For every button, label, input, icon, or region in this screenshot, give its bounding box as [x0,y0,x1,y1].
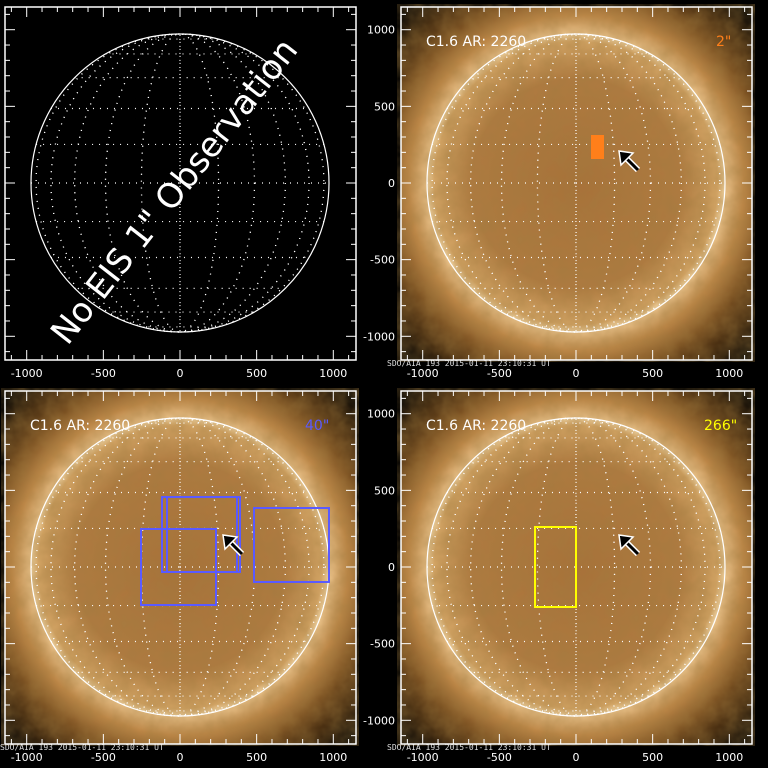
arrow-icon [618,534,641,557]
y-tick-label: 0 [388,561,395,574]
heliographic-grid [426,417,726,717]
x-tick-label: 500 [246,751,267,764]
slit-width-label: 40" [305,418,329,434]
y-tick-label: 500 [374,100,395,113]
x-tick-label: 1000 [715,367,743,380]
longitude-line [470,417,682,717]
longitude-line [35,417,325,717]
x-tick-label: 0 [177,367,184,380]
y-tick-label: -500 [370,254,395,267]
flare-label: C1.6 AR: 2260 [426,34,526,50]
x-tick-label: 1000 [319,751,347,764]
longitude-line [536,417,616,717]
x-tick-label: -1000 [407,367,439,380]
longitude-line [35,33,325,333]
x-tick-label: 1000 [715,751,743,764]
longitude-line [446,417,706,717]
y-tick-label: 1000 [367,408,395,421]
x-tick-label: 1000 [319,367,347,380]
longitude-line [104,33,256,333]
x-tick-label: 0 [573,367,580,380]
x-tick-label: -500 [487,751,512,764]
flare-label: C1.6 AR: 2260 [30,418,130,434]
x-tick-label: -1000 [11,367,43,380]
x-tick-label: -1000 [407,751,439,764]
y-tick-label: -500 [370,638,395,651]
y-tick-label: 1000 [367,24,395,37]
x-tick-label: -500 [91,367,116,380]
longitude-line [500,417,652,717]
slit-width-label: 2" [716,34,731,50]
y-tick-label: 500 [374,484,395,497]
longitude-line [536,33,616,333]
x-tick-label: -500 [487,367,512,380]
raster-box-4 [253,507,330,583]
y-tick-label: 0 [388,177,395,190]
x-tick-label: -500 [91,751,116,764]
image-caption: SDO/AIA 193 2015-01-11 23:10:31 UT [387,359,551,368]
x-tick-label: 500 [642,751,663,764]
arrow-icon [222,534,245,557]
longitude-line [50,417,310,717]
panel-266arcsec: C1.6 AR: 2260 266" SDO/AIA 193 2015-01-1… [387,391,752,752]
x-tick-label: -1000 [11,751,43,764]
longitude-line [50,33,310,333]
x-tick-label: 500 [642,367,663,380]
y-tick-label: -1000 [363,330,395,343]
axes-layer: -1000 -500 0 500 1000 1000 500 0 -500 -1000 -1000 -… [4,6,753,764]
raster-box-266arcsec [534,526,577,608]
panel-no-observation: No EIS 1" Observation [30,31,330,352]
panel-2arcsec: C1.6 AR: 2260 2" SDO/AIA 193 2015-01-11 … [387,7,752,368]
longitude-line [470,33,682,333]
arrow-icon [618,150,641,173]
y-tick-label: -1000 [363,714,395,727]
panel-40arcsec: C1.6 AR: 2260 40" SDO/AIA 193 2015-01-11… [0,391,356,752]
slit-width-label: 266" [704,418,737,434]
raster-box-2 [166,496,238,573]
x-tick-label: 0 [573,751,580,764]
flare-label: C1.6 AR: 2260 [426,418,526,434]
longitude-line [500,33,652,333]
x-tick-label: 0 [177,751,184,764]
x-tick-label: 500 [246,367,267,380]
image-caption: SDO/AIA 193 2015-01-11 23:10:31 UT [0,743,164,752]
raster-box-3 [140,528,217,606]
slit-raster-2arcsec [591,135,604,159]
longitude-line [446,33,706,333]
image-caption: SDO/AIA 193 2015-01-11 23:10:31 UT [387,743,551,752]
